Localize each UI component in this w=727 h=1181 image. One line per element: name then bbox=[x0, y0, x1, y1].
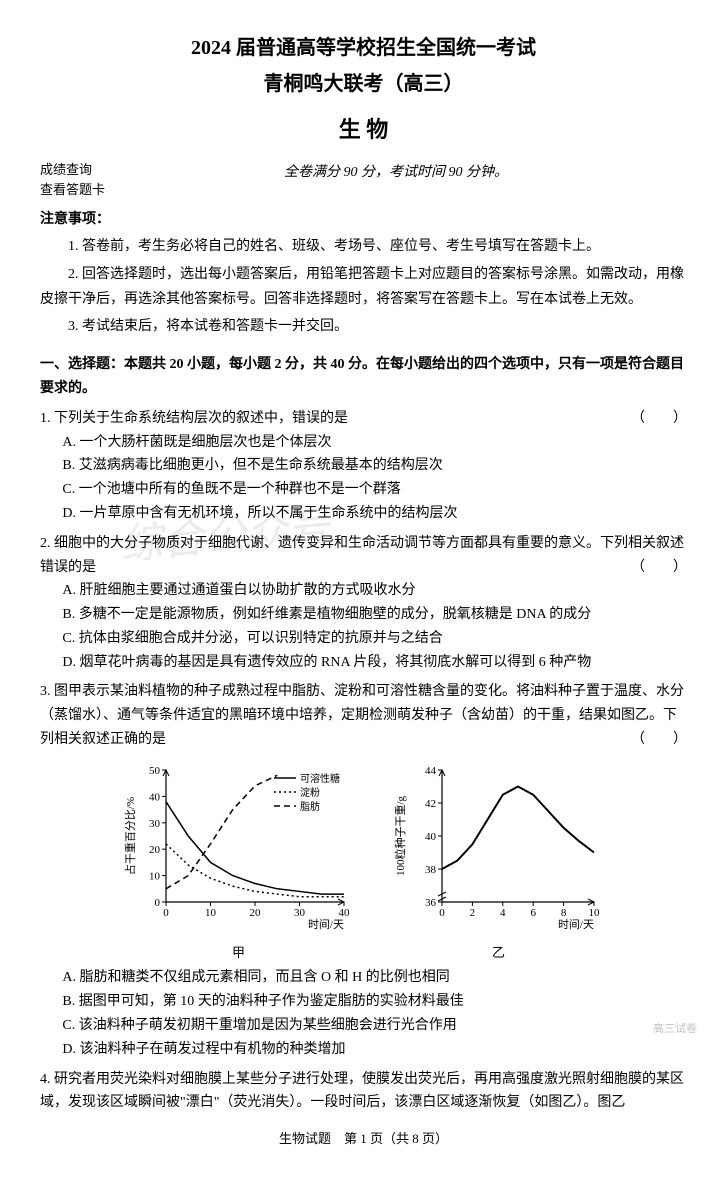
question-2: 2. 细胞中的大分子物质对于细胞代谢、遗传变异和生命活动调节等方面都具有重要的意… bbox=[40, 532, 687, 675]
q1-opt-a: A. 一个大肠杆菌既是细胞层次也是个体层次 bbox=[40, 431, 687, 455]
q2-stem: 2. 细胞中的大分子物质对于细胞代谢、遗传变异和生命活动调节等方面都具有重要的意… bbox=[40, 532, 687, 580]
svg-text:10: 10 bbox=[149, 870, 161, 882]
q1-bracket: （ ） bbox=[631, 407, 687, 431]
notice-3: 3. 考试结束后，将本试卷和答题卡一并交回。 bbox=[40, 314, 687, 339]
title-main: 2024 届普通高等学校招生全国统一考试 bbox=[40, 30, 687, 66]
chart-2: 0 2 4 6 8 10 36 38 40 42 44 时间/天 100粒种子干重/g bbox=[394, 760, 604, 930]
q3-opt-d: D. 该油料种子在萌发过程中有机物的种类增加 bbox=[40, 1038, 687, 1062]
q2-bracket: （ ） bbox=[631, 556, 687, 580]
q3-stem: 3. 图甲表示某油料植物的种子成熟过程中脂肪、淀粉和可溶性糖含量的变化。将油料种… bbox=[40, 680, 687, 751]
svg-text:占干重百分比/%: 占干重百分比/% bbox=[124, 797, 137, 875]
svg-text:淀粉: 淀粉 bbox=[300, 786, 320, 799]
q3-text: 3. 图甲表示某油料植物的种子成熟过程中脂肪、淀粉和可溶性糖含量的变化。将油料种… bbox=[40, 684, 684, 747]
svg-text:0: 0 bbox=[154, 897, 160, 909]
q2-opt-c: C. 抗体由浆细胞合成并分泌，可以识别特定的抗原并与之结合 bbox=[40, 627, 687, 651]
question-1: 1. 下列关于生命系统结构层次的叙述中，错误的是 （ ） A. 一个大肠杆菌既是… bbox=[40, 407, 687, 526]
svg-text:40: 40 bbox=[149, 791, 161, 803]
svg-text:4: 4 bbox=[500, 907, 506, 919]
chart-1-caption: 甲 bbox=[124, 941, 354, 964]
svg-text:42: 42 bbox=[425, 798, 436, 810]
svg-text:0: 0 bbox=[439, 907, 445, 919]
section-1-head: 一、选择题：本题共 20 小题，每小题 2 分，共 40 分。在每小题给出的四个… bbox=[40, 353, 687, 401]
chart-2-caption: 乙 bbox=[394, 941, 604, 964]
chart-1: 0 10 20 30 40 0 10 20 30 40 50 时间/天 占干重百分比/% 可溶性糖淀粉脂肪 bbox=[124, 760, 354, 930]
svg-text:10: 10 bbox=[205, 907, 217, 919]
q3-opt-b: B. 据图甲可知，第 10 天的油料种子作为鉴定脂肪的实验材料最佳 bbox=[40, 990, 687, 1014]
q1-text: 1. 下列关于生命系统结构层次的叙述中，错误的是 bbox=[40, 411, 348, 426]
chart-2-box: 0 2 4 6 8 10 36 38 40 42 44 时间/天 100粒种子干重/g 乙 bbox=[394, 760, 604, 965]
meta-score-query: 成绩查询 bbox=[40, 160, 105, 181]
svg-text:可溶性糖: 可溶性糖 bbox=[300, 772, 340, 785]
svg-text:时间/天: 时间/天 bbox=[307, 918, 343, 930]
svg-text:8: 8 bbox=[560, 907, 566, 919]
svg-text:40: 40 bbox=[425, 831, 437, 843]
svg-text:100粒种子干重/g: 100粒种子干重/g bbox=[394, 795, 407, 876]
watermark-small: 高三试卷 bbox=[653, 1023, 697, 1036]
q3-opt-c: C. 该油料种子萌发初期干重增加是因为某些细胞会进行光合作用 bbox=[40, 1014, 687, 1038]
meta-left: 成绩查询 查看答题卡 bbox=[40, 160, 105, 202]
q2-opt-a: A. 肝脏细胞主要通过通道蛋白以协助扩散的方式吸收水分 bbox=[40, 579, 687, 603]
svg-text:36: 36 bbox=[425, 897, 437, 909]
q2-opt-d: D. 烟草花叶病毒的基因是具有遗传效应的 RNA 片段，将其彻底水解可以得到 6… bbox=[40, 651, 687, 675]
svg-text:44: 44 bbox=[425, 765, 437, 777]
charts-row: 01020304001020304050时间/天占干重百分比/%可溶性糖淀粉脂肪… bbox=[40, 760, 687, 965]
q4-stem: 4. 研究者用荧光染料对细胞膜上某些分子进行处理，使膜发出荧光后，再用高强度激光… bbox=[40, 1068, 687, 1116]
meta-row: 成绩查询 查看答题卡 全卷满分 90 分，考试时间 90 分钟。 bbox=[40, 160, 687, 202]
q3-bracket: （ ） bbox=[631, 728, 687, 752]
notice-label: 注意事项： bbox=[40, 207, 687, 232]
page-footer: 生物试题 第 1 页（共 8 页） bbox=[40, 1127, 687, 1150]
svg-text:10: 10 bbox=[588, 907, 600, 919]
q2-opt-b: B. 多糖不一定是能源物质，例如纤维素是植物细胞壁的成分，脱氧核糖是 DNA 的… bbox=[40, 603, 687, 627]
svg-text:38: 38 bbox=[425, 864, 437, 876]
svg-text:30: 30 bbox=[149, 818, 161, 830]
q3-opt-a: A. 脂肪和糖类不仅组成元素相同，而且含 O 和 H 的比例也相同 bbox=[40, 966, 687, 990]
svg-text:20: 20 bbox=[249, 907, 261, 919]
svg-text:6: 6 bbox=[530, 907, 536, 919]
subject: 生 物 bbox=[40, 110, 687, 150]
notice-2: 2. 回答选择题时，选出每小题答案后，用铅笔把答题卡上对应题目的答案标号涂黑。如… bbox=[40, 262, 687, 312]
svg-text:30: 30 bbox=[294, 907, 306, 919]
svg-text:40: 40 bbox=[338, 907, 350, 919]
q2-text: 2. 细胞中的大分子物质对于细胞代谢、遗传变异和生命活动调节等方面都具有重要的意… bbox=[40, 536, 684, 575]
svg-text:0: 0 bbox=[163, 907, 169, 919]
svg-text:时间/天: 时间/天 bbox=[557, 918, 593, 930]
q1-opt-d: D. 一片草原中含有无机环境，所以不属于生命系统中的结构层次 bbox=[40, 502, 687, 526]
chart-1-box: 0 10 20 30 40 0 10 20 30 40 50 时间/天 占干重百分比/% 可溶性糖淀粉脂肪… bbox=[124, 760, 354, 965]
q1-opt-b: B. 艾滋病病毒比细胞更小，但不是生命系统最基本的结构层次 bbox=[40, 454, 687, 478]
svg-text:2: 2 bbox=[469, 907, 475, 919]
q1-stem: 1. 下列关于生命系统结构层次的叙述中，错误的是 （ ） bbox=[40, 407, 687, 431]
meta-view-card: 查看答题卡 bbox=[40, 180, 105, 201]
q1-opt-c: C. 一个池塘中所有的鱼既不是一个种群也不是一个群落 bbox=[40, 478, 687, 502]
title-sub: 青桐鸣大联考（高三） bbox=[40, 66, 687, 102]
question-4: 4. 研究者用荧光染料对细胞膜上某些分子进行处理，使膜发出荧光后，再用高强度激光… bbox=[40, 1068, 687, 1116]
svg-text:20: 20 bbox=[149, 844, 161, 856]
svg-text:50: 50 bbox=[149, 765, 161, 777]
meta-center: 全卷满分 90 分，考试时间 90 分钟。 bbox=[105, 160, 687, 185]
question-3: 3. 图甲表示某油料植物的种子成熟过程中脂肪、淀粉和可溶性糖含量的变化。将油料种… bbox=[40, 680, 687, 1061]
notice-1: 1. 答卷前，考生务必将自己的姓名、班级、考场号、座位号、考生号填写在答题卡上。 bbox=[40, 234, 687, 259]
svg-text:脂肪: 脂肪 bbox=[300, 800, 320, 813]
